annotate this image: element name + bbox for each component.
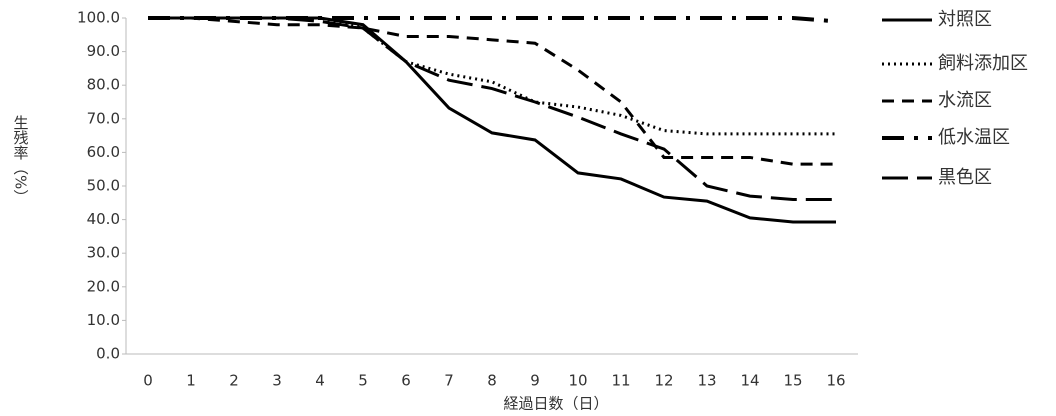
x-tick-label: 1	[186, 372, 196, 390]
x-tick-label: 0	[143, 372, 153, 390]
y-tick-label: 50.0	[87, 177, 120, 195]
x-tick-label: 8	[487, 372, 497, 390]
y-axis-label: 生残率（%）	[12, 115, 30, 204]
legend-label: 水流区	[938, 90, 992, 111]
series-line	[148, 16, 836, 224]
legend-label: 低水温区	[938, 127, 1010, 148]
x-tick-label: 14	[740, 372, 759, 390]
y-tick-label: 90.0	[87, 42, 120, 60]
x-tick-label: 7	[444, 372, 454, 390]
y-tick-label: 60.0	[87, 143, 120, 161]
y-tick-label: 80.0	[87, 76, 120, 94]
x-tick-label: 3	[272, 372, 282, 390]
x-tick-label: 9	[530, 372, 540, 390]
y-tick-label: 40.0	[87, 210, 120, 228]
x-tick-label: 4	[315, 372, 325, 390]
legend-label: 対照区	[938, 9, 992, 30]
series-line	[148, 16, 836, 166]
series-line	[148, 16, 836, 136]
x-axis-label: 経過日数（日）	[503, 395, 608, 413]
y-tick-label: 0.0	[96, 345, 120, 363]
x-tick-label: 6	[401, 372, 411, 390]
y-tick-label: 30.0	[87, 244, 120, 262]
series-line	[148, 16, 837, 24]
x-tick-label: 11	[611, 372, 630, 390]
x-tick-label: 12	[654, 372, 673, 390]
legend-label: 飼料添加区	[938, 53, 1028, 74]
x-tick-label: 13	[697, 372, 716, 390]
x-tick-label: 10	[568, 372, 587, 390]
y-tick-label: 100.0	[77, 9, 120, 27]
x-tick-label: 15	[783, 372, 802, 390]
x-tick-label: 5	[358, 372, 368, 390]
y-tick-label: 20.0	[87, 277, 120, 295]
x-tick-label: 2	[229, 372, 239, 390]
series-line	[148, 16, 836, 201]
legend-label: 黒色区	[938, 167, 992, 188]
y-tick-label: 70.0	[87, 109, 120, 127]
x-tick-label: 16	[826, 372, 845, 390]
y-tick-label: 10.0	[87, 311, 120, 329]
